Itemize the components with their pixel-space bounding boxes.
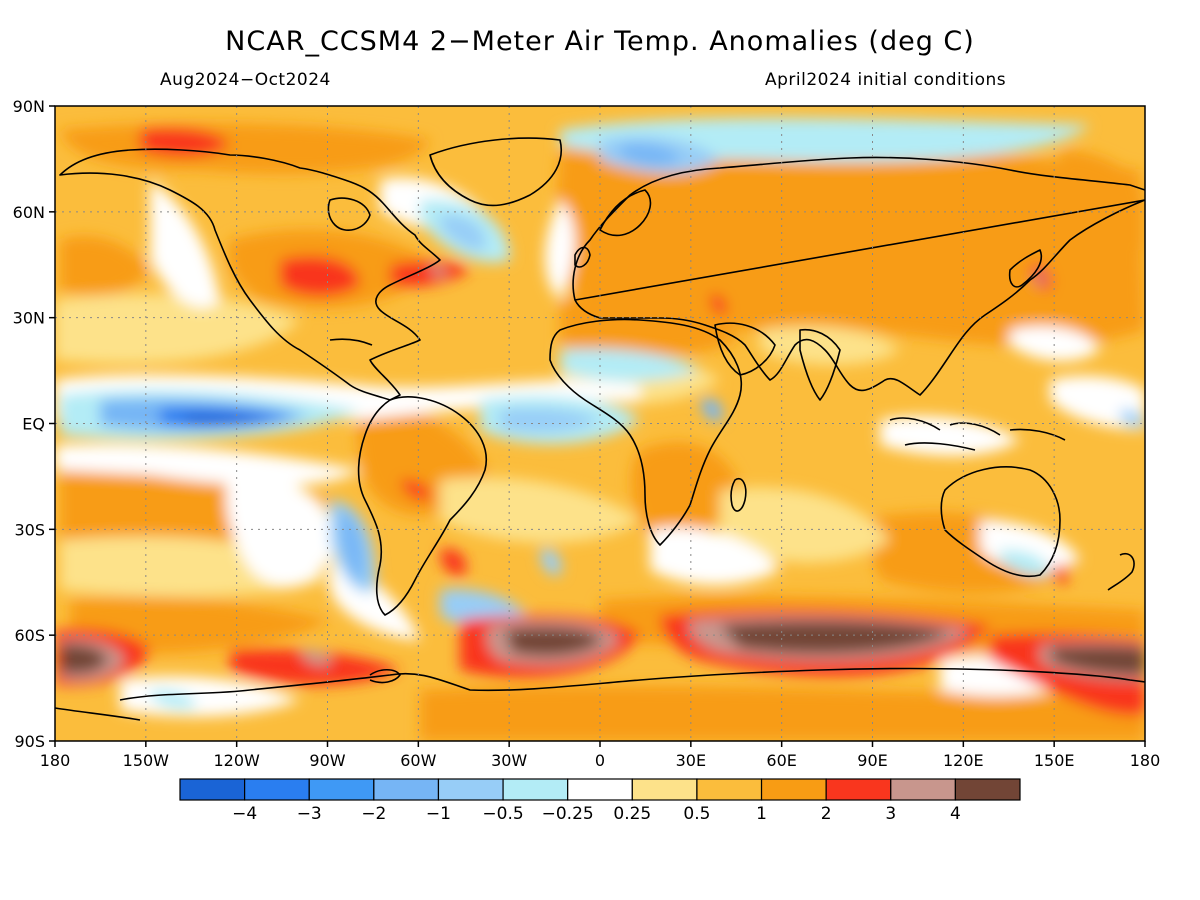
lon-label: 0 [595,751,605,770]
lon-label: 60W [400,751,436,770]
colorbar-swatch [954,778,1021,801]
lon-label: 180 [1130,751,1161,770]
lon-label: 60E [766,751,796,770]
colorbar-swatch [244,778,310,801]
lat-label: 90S [14,732,45,751]
lat-label: EQ [22,415,45,434]
lon-label: 90E [857,751,887,770]
colorbar-swatch [825,778,892,801]
colorbar-label: 0.25 [613,804,651,824]
initial-conditions: April2024 initial conditions [765,70,1007,90]
colorbar-label: −1 [426,804,451,824]
lat-label: 30N [13,309,45,328]
lat-label: 60S [14,626,45,645]
colorbar-swatch [502,778,569,801]
colorbar-swatch [696,778,763,801]
colorbar-label: −2 [361,804,386,824]
colorbar-swatch [437,778,504,801]
lat-label: 60N [13,203,45,222]
colorbar-swatch [631,778,698,801]
lat-label: 30S [14,520,45,539]
lon-label: 150E [1034,751,1075,770]
colorbar-swatch [760,778,827,801]
colorbar-label: −4 [232,804,257,824]
colorbar-swatch [179,778,246,801]
map-title: NCAR_CCSM4 2−Meter Air Temp. Anomalies (… [225,26,975,57]
colorbar-label: 1 [756,804,767,824]
colorbar-swatch [308,778,375,801]
graticule [55,106,1145,741]
coastlines [55,137,1145,721]
lon-label: 90W [309,751,345,770]
lon-label: 150W [123,751,170,770]
colorbar [179,778,1021,801]
lon-label: 120W [213,751,260,770]
colorbar-label: −0.25 [542,804,594,824]
colorbar-label: −3 [297,804,322,824]
lon-label: 30W [491,751,527,770]
colorbar-swatch [890,778,956,801]
colorbar-label: −0.5 [482,804,523,824]
colorbar-swatch [373,778,440,801]
forecast-period: Aug2024−Oct2024 [160,70,331,90]
lat-labels: 90N 60N 30N EQ 30S 60S 90S [13,97,45,751]
colorbar-swatch [567,778,633,801]
colorbar-label: 0.5 [683,804,710,824]
colorbar-label: 4 [950,804,961,824]
lon-label: 30E [676,751,706,770]
colorbar-label: 3 [885,804,896,824]
axis-ticks [49,105,1146,747]
colorbar-label: 2 [821,804,832,824]
lon-label: 180 [40,751,71,770]
lon-label: 120E [943,751,984,770]
lon-labels: 180 150W 120W 90W 60W 30W 0 30E 60E 90E 120E 150E 18… [40,751,1161,770]
colorbar-labels: −4 −3 −2 −1 −0.5 −0.25 0.25 0.5 1 2 3 4 [232,804,961,824]
lat-label: 90N [13,97,45,116]
